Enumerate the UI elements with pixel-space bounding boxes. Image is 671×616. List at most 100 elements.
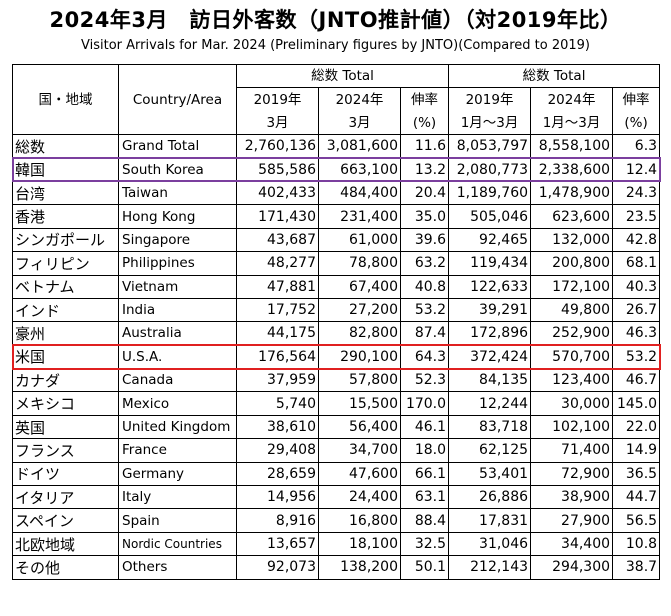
- cell-growth-jan-mar: 46.3: [612, 321, 661, 346]
- header-2019-mar-line1: 2019年: [236, 87, 319, 112]
- cell-2024-jan-mar: 623,600: [530, 204, 614, 229]
- cell-2024-jan-mar: 38,900: [530, 485, 614, 510]
- cell-2019-mar: 13,657: [236, 531, 319, 557]
- table-row: イタリア Italy 14,956 24,400 63.1 26,886 38,900 44.…: [12, 485, 661, 510]
- cell-2024-jan-mar: 27,900: [530, 508, 614, 533]
- cell-growth-jan-mar: 38.7: [612, 555, 661, 580]
- cell-growth-mar: 39.6: [399, 227, 450, 253]
- cell-growth-mar: 11.6: [399, 134, 450, 159]
- header-growth2-line2: (%): [612, 111, 661, 136]
- cell-2019-jan-mar: 62,125: [448, 438, 532, 463]
- cell-2019-mar: 17,752: [236, 297, 319, 323]
- table-row: 韓国 South Korea 585,586 663,100 13.2 2,080,773…: [12, 157, 661, 182]
- cell-country-jp: 韓国: [12, 157, 119, 182]
- cell-country-en: Spain: [118, 508, 237, 533]
- cell-2024-mar: 18,100: [318, 531, 401, 557]
- cell-2019-jan-mar: 17,831: [448, 508, 532, 533]
- cell-growth-jan-mar: 12.4: [612, 157, 661, 182]
- cell-growth-jan-mar: 46.7: [612, 368, 661, 393]
- cell-country-en: Vietnam: [118, 274, 237, 299]
- cell-country-jp: 豪州: [12, 321, 119, 346]
- cell-2024-mar: 34,700: [318, 438, 401, 463]
- cell-2024-jan-mar: 200,800: [530, 251, 614, 276]
- cell-growth-jan-mar: 44.7: [612, 485, 661, 510]
- cell-2024-jan-mar: 2,338,600: [530, 157, 614, 182]
- header-2024-mar-line2: 3月: [318, 111, 401, 136]
- cell-growth-mar: 63.2: [399, 251, 450, 276]
- cell-growth-jan-mar: 68.1: [612, 251, 661, 276]
- cell-growth-jan-mar: 22.0: [612, 414, 661, 440]
- table-row: フランス France 29,408 34,700 18.0 62,125 71,400 14…: [12, 438, 661, 463]
- visitor-arrivals-table: 国・地域 Country/Area 総数 Total 総数 Total 2019…: [12, 63, 661, 580]
- table-header: 国・地域 Country/Area 総数 Total 総数 Total 2019…: [12, 63, 661, 136]
- table-row: メキシコ Mexico 5,740 15,500 170.0 12,244 30,000 14…: [12, 391, 661, 416]
- cell-2019-jan-mar: 53,401: [448, 461, 532, 487]
- cell-2019-mar: 44,175: [236, 321, 319, 346]
- cell-country-en: India: [118, 297, 237, 323]
- cell-growth-jan-mar: 14.9: [612, 438, 661, 463]
- cell-country-jp: ドイツ: [12, 461, 119, 487]
- page-subtitle: Visitor Arrivals for Mar. 2024 (Prelimin…: [81, 38, 590, 53]
- cell-country-jp: イタリア: [12, 485, 119, 510]
- cell-2024-jan-mar: 294,300: [530, 555, 614, 580]
- cell-2024-mar: 56,400: [318, 414, 401, 440]
- cell-2024-mar: 231,400: [318, 204, 401, 229]
- cell-2019-jan-mar: 122,633: [448, 274, 532, 299]
- cell-2024-jan-mar: 132,000: [530, 227, 614, 253]
- cell-growth-mar: 87.4: [399, 321, 450, 346]
- cell-2019-jan-mar: 505,046: [448, 204, 532, 229]
- cell-growth-mar: 66.1: [399, 461, 450, 487]
- table-row: ベトナム Vietnam 47,881 67,400 40.8 122,633 172,10…: [12, 274, 661, 299]
- cell-growth-mar: 20.4: [399, 180, 450, 206]
- cell-2019-mar: 402,433: [236, 180, 319, 206]
- cell-2024-mar: 663,100: [318, 157, 401, 182]
- cell-2019-jan-mar: 119,434: [448, 251, 532, 276]
- cell-2019-mar: 38,610: [236, 414, 319, 440]
- page-title: 2024年3月 訪日外客数（JNTO推計値）（対2019年比）: [49, 8, 622, 32]
- cell-2019-jan-mar: 31,046: [448, 531, 532, 557]
- cell-growth-mar: 40.8: [399, 274, 450, 299]
- table-row: その他 Others 92,073 138,200 50.1 212,143 294,300…: [12, 555, 661, 580]
- cell-country-en: Singapore: [118, 227, 237, 253]
- cell-growth-jan-mar: 145.0: [612, 391, 661, 416]
- cell-country-jp: 香港: [12, 204, 119, 229]
- cell-2019-jan-mar: 83,718: [448, 414, 532, 440]
- cell-2019-mar: 48,277: [236, 251, 319, 276]
- cell-growth-mar: 52.3: [399, 368, 450, 393]
- cell-country-jp: 北欧地域: [12, 531, 119, 557]
- cell-2019-jan-mar: 212,143: [448, 555, 532, 580]
- cell-2019-mar: 29,408: [236, 438, 319, 463]
- cell-country-jp: フランス: [12, 438, 119, 463]
- cell-country-en: Nordic Countries: [118, 531, 237, 557]
- cell-growth-mar: 32.5: [399, 531, 450, 557]
- cell-2024-mar: 138,200: [318, 555, 401, 580]
- header-growth1-line2: (%): [399, 111, 450, 136]
- header-2024-mar-line1: 2024年: [318, 87, 401, 112]
- cell-country-en: Hong Kong: [118, 204, 237, 229]
- cell-2019-mar: 2,760,136: [236, 134, 319, 159]
- table-row: 台湾 Taiwan 402,433 484,400 20.4 1,189,760 1,478…: [12, 180, 661, 206]
- table-row: シンガポール Singapore 43,687 61,000 39.6 92,465 132…: [12, 227, 661, 253]
- header-country-jp: 国・地域: [12, 63, 119, 136]
- header-country-en: Country/Area: [118, 63, 237, 136]
- cell-country-jp: ベトナム: [12, 274, 119, 299]
- cell-2019-jan-mar: 372,424: [448, 344, 532, 370]
- cell-2024-jan-mar: 1,478,900: [530, 180, 614, 206]
- cell-country-jp: 台湾: [12, 180, 119, 206]
- cell-2019-mar: 585,586: [236, 157, 319, 182]
- table-row: スペイン Spain 8,916 16,800 88.4 17,831 27,900 56.5: [12, 508, 661, 533]
- cell-2024-jan-mar: 570,700: [530, 344, 614, 370]
- cell-2019-mar: 14,956: [236, 485, 319, 510]
- table-row: フィリピン Philippines 48,277 78,800 63.2 119,434 2…: [12, 251, 661, 276]
- cell-growth-mar: 46.1: [399, 414, 450, 440]
- cell-country-en: Italy: [118, 485, 237, 510]
- cell-growth-mar: 53.2: [399, 297, 450, 323]
- cell-2024-jan-mar: 252,900: [530, 321, 614, 346]
- cell-growth-mar: 88.4: [399, 508, 450, 533]
- cell-growth-mar: 18.0: [399, 438, 450, 463]
- cell-2019-jan-mar: 26,886: [448, 485, 532, 510]
- cell-country-en: France: [118, 438, 237, 463]
- table-row: ドイツ Germany 28,659 47,600 66.1 53,401 72,900 36…: [12, 461, 661, 487]
- cell-2024-mar: 82,800: [318, 321, 401, 346]
- cell-country-en: Others: [118, 555, 237, 580]
